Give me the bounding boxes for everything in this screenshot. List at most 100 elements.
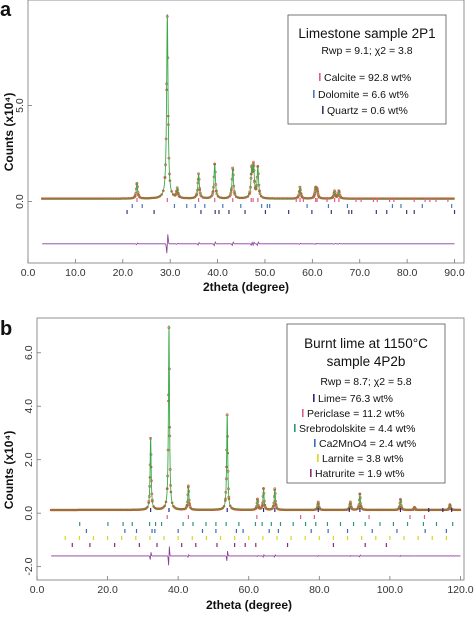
panel-b-reflection-tick: [279, 522, 282, 526]
panel-b-xtick-label: 80.0: [309, 584, 330, 596]
panel-a-reflection-tick: [131, 204, 133, 208]
panel-b-reflection-tick: [225, 522, 227, 526]
panel-b-reflection-tick: [160, 522, 163, 526]
panel-b-reflection-tick: [89, 543, 91, 547]
panel-b-reflection-tick: [168, 508, 170, 512]
panel-b-reflection-tick: [177, 536, 179, 540]
panel-a-xtick-label: 40.0: [207, 267, 228, 279]
panel-b-reflection-tick: [385, 543, 387, 547]
panel-a-reflection-tick: [330, 210, 332, 214]
panel-b-reflection-tick: [255, 543, 257, 547]
panel-b-reflection-tick: [195, 543, 197, 547]
panel-b-reflection-tick: [156, 543, 158, 547]
panel-a-reflection-tick: [375, 210, 377, 214]
legend-tick-quartz: [322, 106, 324, 114]
panel-b-observed-point: [257, 506, 261, 510]
panel-b-reflection-tick: [121, 536, 123, 540]
panel-a-reflection-tick: [214, 210, 216, 214]
panel-b-reflection-tick: [396, 529, 398, 533]
panel-b-reflection-tick: [392, 522, 395, 526]
panel-b-reflection-tick: [234, 536, 236, 540]
panel-a-legend-stats: Rwp = 9.1; χ2 = 3.8: [321, 45, 412, 57]
panel-a-xtick-label: 90.0: [444, 267, 465, 279]
panel-a-xtick-label: 70.0: [350, 267, 371, 279]
panel-a-reflection-tick: [451, 204, 453, 208]
panel-a-reflections-dolomite: [131, 204, 453, 208]
panel-b-xtick-label: 120.0: [447, 584, 473, 596]
panel-b-reflection-tick: [261, 522, 263, 526]
panel-b-frame: [36, 317, 465, 581]
legend-tick-calcite: [319, 73, 321, 81]
panel-b-reflection-tick: [277, 529, 279, 533]
panel-a-reflection-tick: [391, 204, 394, 208]
panel-b-reflection-tick: [326, 522, 329, 526]
panel-b-reflection-tick: [371, 529, 373, 533]
panel-b-reflection-tick: [234, 543, 236, 547]
legend-item-ca2mno4: Ca2MnO4 = 2.4 wt%: [319, 438, 416, 450]
panel-b-reflection-tick: [361, 536, 363, 540]
panel-a-ytick-label: 0.0: [14, 194, 26, 209]
panel-b-reflection-tick: [215, 529, 217, 533]
panel-a-reflection-tick: [141, 204, 143, 208]
panel-a-reflection-tick: [288, 210, 290, 214]
panel-b-reflection-tick: [406, 522, 409, 526]
panel-b-reflection-tick: [71, 543, 73, 547]
panel-a-observed-point: [300, 195, 304, 199]
panel-b-reflection-tick: [238, 522, 240, 526]
panel-b-reflection-tick: [242, 529, 244, 533]
panel-b-reflection-tick: [417, 536, 419, 540]
panel-b-reflection-tick: [428, 508, 430, 512]
panel-b-reflection-tick: [131, 522, 133, 526]
panel-a-reflection-tick: [376, 198, 378, 202]
panel-b-reflection-tick: [442, 508, 444, 512]
panel-a-reflection-tick: [386, 210, 388, 214]
panel-b-reflection-tick: [379, 522, 381, 526]
panel-a-reflection-tick: [338, 198, 340, 202]
panel-b-reflection-tick: [248, 536, 250, 540]
panel-b-xtick-label: 100.0: [377, 584, 403, 596]
panel-a-reflection-tick: [126, 210, 128, 214]
panel-b-ytick-label: 4.0: [23, 399, 35, 414]
panel-b-reflection-tick: [315, 522, 317, 526]
legend-item-calcite: Calcite = 92.8 wt%: [324, 72, 411, 84]
panel-b-reflection-tick: [332, 543, 335, 547]
panel-b-reflection-tick: [226, 508, 228, 512]
panel-a-reflection-tick: [261, 204, 263, 208]
legend-tick-srebrodolskite: [294, 424, 296, 432]
panel-b-reflection-tick: [359, 508, 361, 512]
panel-a-letter: a: [0, 0, 12, 21]
panel-b-reflection-tick: [181, 543, 183, 547]
panel-b-reflection-tick: [201, 529, 204, 533]
panel-b-reflection-tick: [124, 529, 126, 533]
panel-a-reflection-tick: [355, 198, 357, 202]
legend-tick-hatrurite: [310, 469, 312, 477]
panel-b-reflection-tick: [352, 522, 355, 526]
panel-b: b Counts (x10⁴) 2theta (degree) Burnt li…: [0, 317, 474, 612]
panel-a-reflection-tick: [218, 210, 220, 214]
panel-b-reflection-tick: [262, 536, 264, 540]
panel-a-reflection-tick: [240, 204, 242, 208]
panel-b-legend-stats: Rwp = 8.7; χ2 = 5.8: [320, 376, 411, 388]
panel-a-observed-point: [137, 195, 141, 198]
panel-a-observed-point: [339, 196, 343, 199]
panel-b-calculated-line: [51, 325, 461, 511]
panel-b-reflection-tick: [79, 522, 81, 526]
panel-b-reflection-tick: [85, 529, 88, 533]
panel-b-reflection-tick: [122, 522, 124, 526]
panel-b-reflection-tick: [409, 515, 411, 519]
panel-b-reflection-tick: [327, 529, 329, 533]
panel-b-reflection-tick: [452, 522, 454, 526]
legend-tick-larnite: [317, 454, 319, 462]
panel-b-reflections-lime: [150, 508, 453, 512]
panel-b-reflection-tick: [215, 522, 217, 526]
panel-b-reflection-tick: [182, 522, 184, 526]
panel-a-xtick-label: 10.0: [65, 267, 86, 279]
panel-a-reflection-tick: [424, 198, 426, 202]
panel-a-reflection-tick: [311, 210, 313, 214]
panel-b-reflection-tick: [290, 536, 292, 540]
panel-b-reflection-tick: [150, 508, 152, 512]
panel-a-reflection-tick: [429, 198, 431, 202]
panel-b-reflection-tick: [154, 529, 156, 533]
panel-b-reflections-srebrodolskite: [79, 522, 454, 526]
panel-b-reflection-tick: [364, 522, 366, 526]
